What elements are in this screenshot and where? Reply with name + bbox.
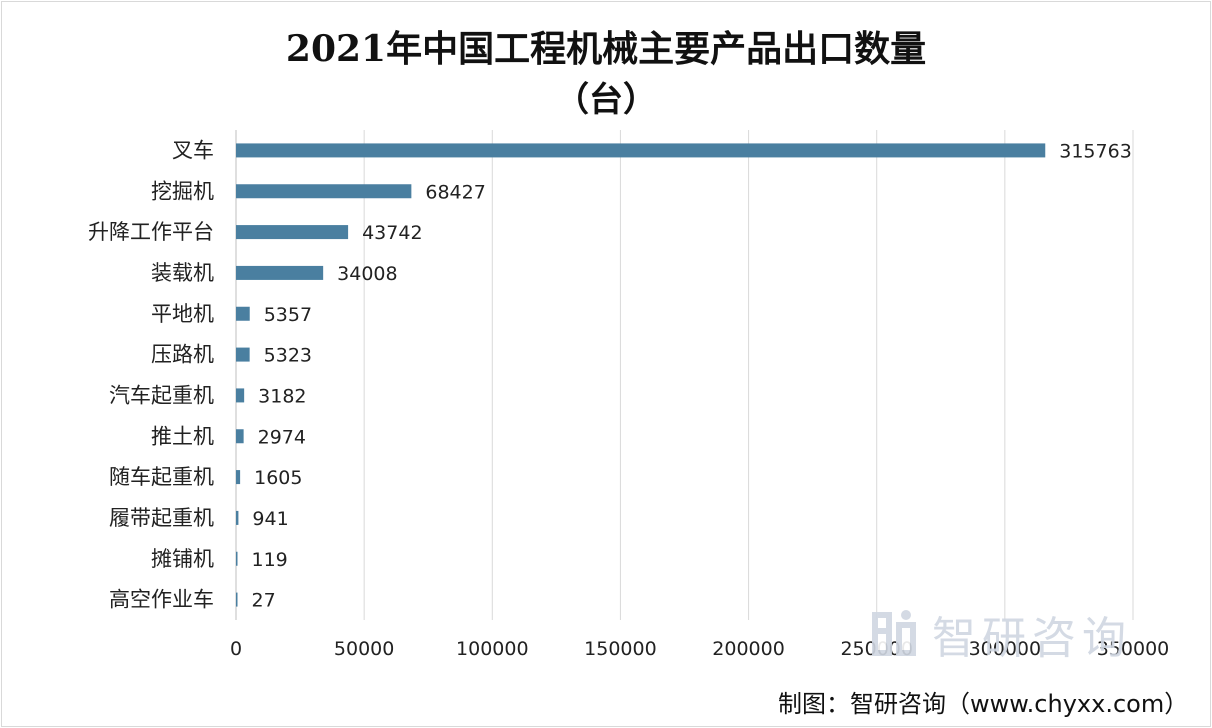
- data-label: 1605: [254, 467, 302, 489]
- category-label: 汽车起重机: [109, 383, 214, 407]
- category-label: 履带起重机: [109, 506, 214, 530]
- source-note: 制图：智研咨询（www.chyxx.com）: [778, 690, 1189, 718]
- data-label: 941: [252, 508, 288, 530]
- bar: [236, 388, 245, 403]
- category-label: 平地机: [151, 302, 214, 326]
- data-label: 27: [252, 590, 276, 612]
- bar: [236, 551, 238, 566]
- watermark: 智研咨询: [866, 606, 1132, 664]
- category-label: 叉车: [172, 138, 214, 162]
- data-label: 68427: [425, 181, 485, 203]
- zhiyan-logo-icon: [872, 610, 916, 656]
- data-label: 3182: [258, 385, 306, 407]
- data-label: 5323: [264, 345, 312, 367]
- x-tick-label: 0: [230, 638, 242, 660]
- category-label: 推土机: [151, 424, 214, 448]
- category-label: 升降工作平台: [88, 220, 214, 244]
- x-tick-label: 50000: [334, 638, 394, 660]
- data-label: 43742: [362, 222, 422, 244]
- bar: [236, 510, 239, 525]
- chart-title: 2021年中国工程机械主要产品出口数量: [285, 28, 927, 70]
- category-label: 随车起重机: [109, 465, 214, 489]
- category-label: 高空作业车: [109, 588, 214, 612]
- category-label: 挖掘机: [151, 179, 214, 203]
- bar: [236, 347, 250, 362]
- x-tick-label: 150000: [584, 638, 657, 660]
- category-label: 装载机: [151, 261, 214, 285]
- category-label: 压路机: [151, 343, 214, 367]
- bar: [236, 592, 238, 607]
- chart-subtitle: （台）: [555, 80, 657, 120]
- x-tick-label: 100000: [456, 638, 529, 660]
- watermark-text: 智研咨询: [932, 613, 1132, 664]
- bar: [236, 265, 324, 280]
- data-label: 119: [252, 549, 288, 571]
- bar: [236, 184, 412, 199]
- data-label: 2974: [258, 426, 306, 448]
- bar: [236, 470, 241, 485]
- data-label: 5357: [264, 304, 312, 326]
- x-tick-label: 300000: [969, 638, 1042, 660]
- bar: [236, 306, 250, 321]
- x-tick-label: 200000: [712, 638, 785, 660]
- data-label: 315763: [1059, 140, 1132, 162]
- bar: [236, 225, 349, 240]
- x-tick-label: 350000: [1097, 638, 1170, 660]
- data-label: 34008: [337, 263, 397, 285]
- category-label: 摊铺机: [151, 547, 214, 571]
- bar: [236, 429, 244, 444]
- bar: [236, 143, 1046, 158]
